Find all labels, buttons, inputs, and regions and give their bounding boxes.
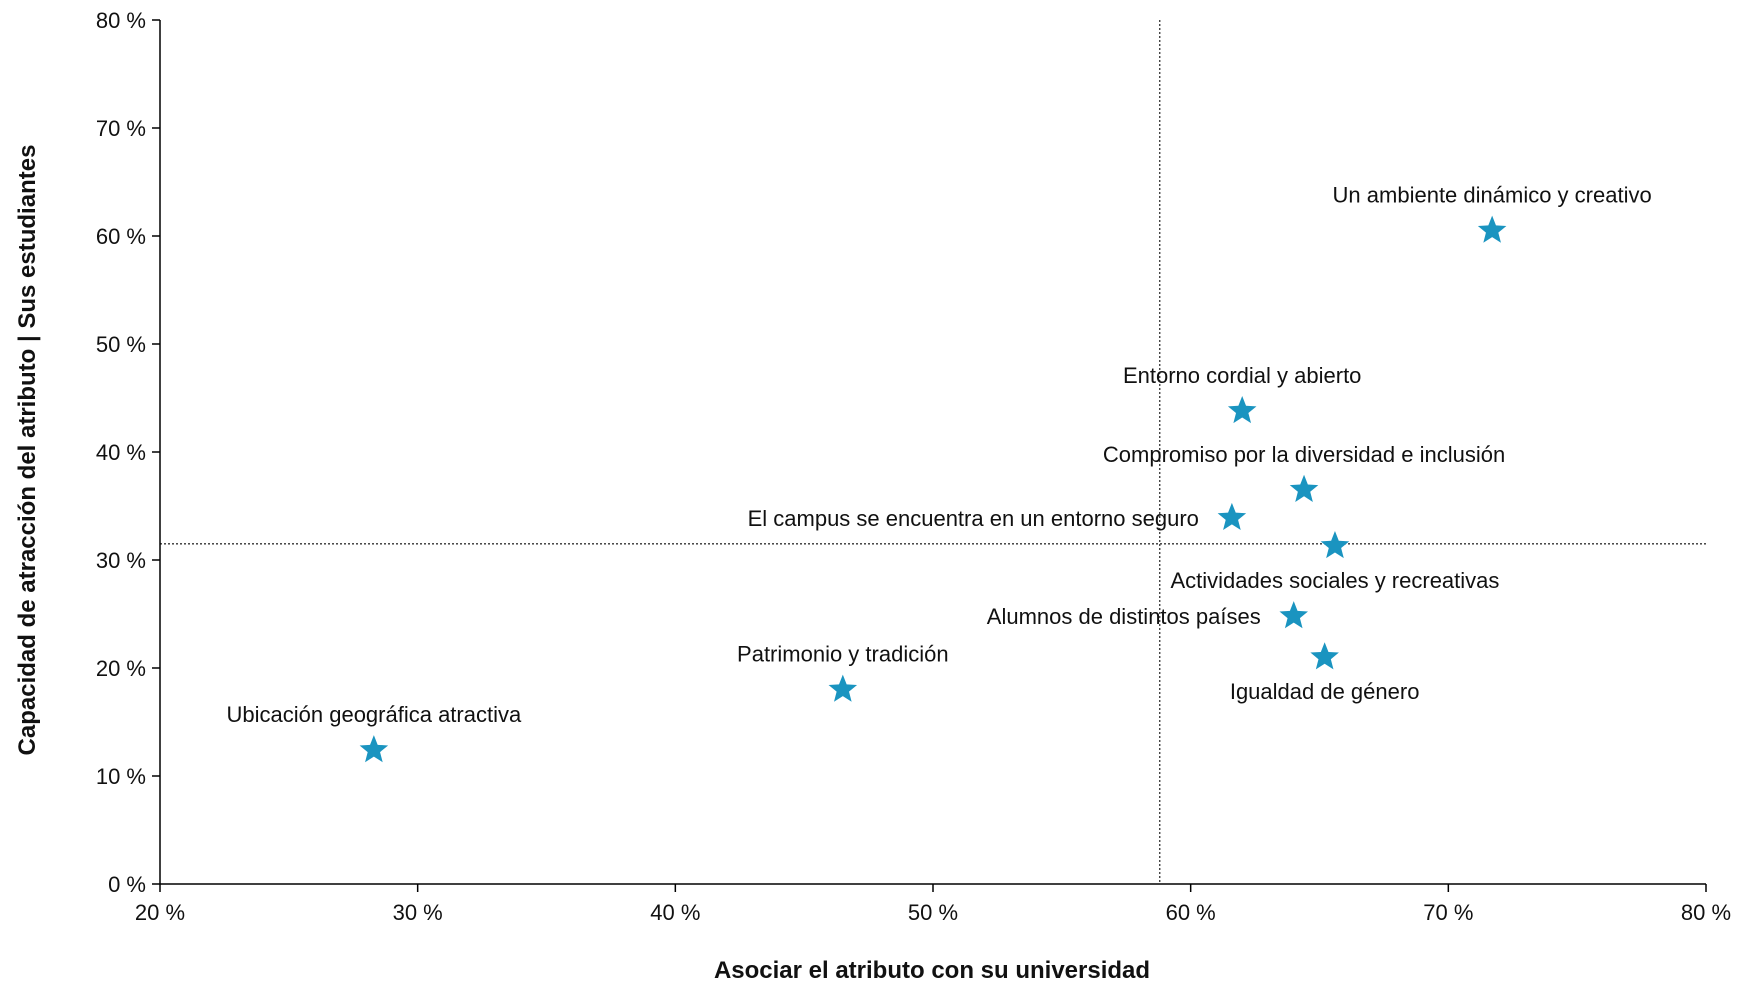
point-label: El campus se encuentra en un entorno seg…: [748, 506, 1199, 531]
x-tick-label: 20 %: [135, 900, 185, 925]
x-tick-label: 30 %: [393, 900, 443, 925]
y-tick-label: 20 %: [96, 656, 146, 681]
star-marker: [1477, 215, 1507, 243]
x-axis-ticks: 20 % 30 % 40 % 50 % 60 % 70 % 80 %: [135, 884, 1731, 925]
star-marker: [359, 735, 389, 763]
point-label: Patrimonio y tradición: [737, 642, 949, 667]
point-label: Entorno cordial y abierto: [1123, 363, 1361, 388]
star-marker: [1289, 474, 1319, 502]
y-axis-title: Capacidad de atracción del atributo | Su…: [14, 145, 41, 756]
x-axis-title: Asociar el atributo con su universidad: [714, 957, 1150, 982]
star-marker: [1310, 642, 1339, 670]
x-tick-label: 80 %: [1681, 900, 1731, 925]
y-tick-label: 60 %: [96, 224, 146, 249]
x-tick-label: 60 %: [1166, 900, 1216, 925]
reference-lines: [160, 20, 1706, 884]
y-tick-label: 50 %: [96, 332, 146, 357]
star-marker: [1320, 530, 1350, 559]
x-tick-label: 50 %: [908, 900, 958, 925]
y-tick-label: 10 %: [96, 764, 146, 789]
y-tick-label: 80 %: [96, 8, 146, 33]
y-axis-ticks: 0 % 10 % 20 % 30 % 40 % 50 % 60 % 70 % 80 %: [96, 8, 160, 897]
y-tick-label: 0 %: [108, 872, 146, 897]
point-label: Ubicación geográfica atractiva: [227, 702, 522, 727]
point-label: Actividades sociales y recreativas: [1170, 568, 1499, 593]
x-tick-label: 70 %: [1423, 900, 1473, 925]
point-label: Un ambiente dinámico y creativo: [1333, 183, 1652, 208]
data-points: Un ambiente dinámico y creativo Entorno c…: [227, 183, 1652, 763]
x-tick-label: 40 %: [650, 900, 700, 925]
star-marker: [828, 674, 858, 702]
y-tick-label: 70 %: [96, 116, 146, 141]
y-tick-label: 40 %: [96, 440, 146, 465]
point-label: Igualdad de género: [1230, 679, 1420, 704]
point-label: Compromiso por la diversidad e inclusión: [1103, 442, 1505, 467]
star-marker: [1217, 502, 1247, 531]
point-label: Alumnos de distintos países: [987, 604, 1261, 629]
star-marker: [1279, 601, 1308, 629]
y-tick-label: 30 %: [96, 548, 146, 573]
star-marker: [1227, 395, 1257, 424]
